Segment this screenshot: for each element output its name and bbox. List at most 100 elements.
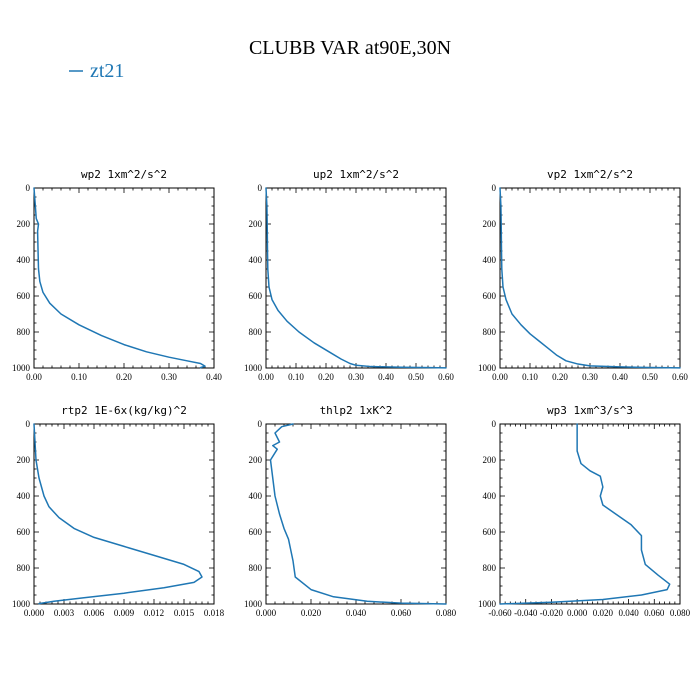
x-tick-label: 0.000 xyxy=(567,608,588,618)
x-tick-label: 0.00 xyxy=(26,372,42,382)
x-tick-label: 0.30 xyxy=(582,372,598,382)
y-tick-label: 0 xyxy=(492,419,497,429)
y-tick-label: 1000 xyxy=(12,599,31,609)
x-tick-label: 0.40 xyxy=(206,372,222,382)
panel-4: rtp2 1E-6x(kg/kg)^2 0.000 0.003 0.006 0.009 0… xyxy=(12,404,225,618)
series-line-zt21 xyxy=(499,423,671,605)
y-tick-label: 0 xyxy=(492,183,497,193)
panel-title: wp2 1xm^2/s^2 xyxy=(81,168,167,181)
x-tick-label: -0.060 xyxy=(488,608,512,618)
y-tick-label: 200 xyxy=(249,219,263,229)
x-tick-label: -0.020 xyxy=(540,608,564,618)
y-tick-label: 600 xyxy=(483,527,497,537)
y-tick-label: 400 xyxy=(249,255,263,265)
plot-frame xyxy=(33,423,215,605)
panel-title: rtp2 1E-6x(kg/kg)^2 xyxy=(61,404,187,417)
y-tick-label: 0 xyxy=(26,419,31,429)
y-tick-label: 400 xyxy=(17,255,31,265)
panels: wp2 1xm^2/s^2 0.00 0.10 0.20 0.30 0.40 0 200 400… xyxy=(12,168,691,618)
y-tick-label: 800 xyxy=(17,563,31,573)
x-tick-label: 0.50 xyxy=(408,372,424,382)
plot-frame xyxy=(499,423,681,605)
y-tick-label: 200 xyxy=(483,455,497,465)
y-tick-label: 800 xyxy=(249,563,263,573)
y-tick-label: 600 xyxy=(17,527,31,537)
x-tick-label: 0.40 xyxy=(612,372,628,382)
x-tick-label: 0.040 xyxy=(346,608,367,618)
x-tick-label: 0.60 xyxy=(438,372,454,382)
x-tick-label: 0.080 xyxy=(670,608,691,618)
panel-title: thlp2 1xK^2 xyxy=(320,404,393,417)
x-tick-label: 0.20 xyxy=(318,372,334,382)
y-tick-label: 800 xyxy=(483,327,497,337)
x-tick-label: 0.10 xyxy=(71,372,87,382)
x-tick-label: 0.015 xyxy=(174,608,195,618)
x-tick-label: 0.020 xyxy=(301,608,322,618)
x-tick-label: 0.012 xyxy=(144,608,164,618)
y-tick-label: 600 xyxy=(249,291,263,301)
y-tick-label: 400 xyxy=(483,255,497,265)
panel-5: thlp2 1xK^2 0.000 0.020 0.040 0.060 0.080 0 200… xyxy=(244,404,457,618)
x-tick-label: 0.50 xyxy=(642,372,658,382)
x-tick-label: 0.40 xyxy=(378,372,394,382)
legend-label: zt21 xyxy=(90,60,124,82)
series-line-zt21 xyxy=(33,187,206,369)
series-line-zt21 xyxy=(499,187,681,369)
x-tick-label: 0.000 xyxy=(256,608,277,618)
y-tick-label: 1000 xyxy=(244,599,263,609)
y-tick-label: 1000 xyxy=(244,363,263,373)
legend: zt21 xyxy=(69,60,124,82)
plot-frame xyxy=(265,187,447,369)
y-tick-label: 400 xyxy=(483,491,497,501)
x-tick-label: 0.30 xyxy=(348,372,364,382)
x-tick-label: 0.080 xyxy=(436,608,457,618)
x-tick-label: 0.20 xyxy=(552,372,568,382)
x-tick-label: 0.040 xyxy=(618,608,639,618)
y-tick-label: 200 xyxy=(17,455,31,465)
y-tick-label: 400 xyxy=(17,491,31,501)
x-tick-label: 0.003 xyxy=(54,608,75,618)
x-tick-label: 0.00 xyxy=(492,372,508,382)
series-line-zt21 xyxy=(269,423,447,605)
panel-title: vp2 1xm^2/s^2 xyxy=(547,168,633,181)
x-tick-label: 0.30 xyxy=(161,372,177,382)
panel-title: up2 1xm^2/s^2 xyxy=(313,168,399,181)
y-tick-label: 0 xyxy=(258,419,263,429)
x-tick-label: 0.020 xyxy=(593,608,614,618)
figure-title: CLUBB VAR at90E,30N xyxy=(249,37,451,59)
plot-frame xyxy=(33,187,215,369)
x-tick-label: 0.018 xyxy=(204,608,225,618)
panel-title: wp3 1xm^3/s^3 xyxy=(547,404,633,417)
y-tick-label: 600 xyxy=(17,291,31,301)
panel-2: up2 1xm^2/s^2 0.00 0.10 0.20 0.30 0.40 0.50 0.6… xyxy=(244,168,454,382)
x-tick-label: -0.040 xyxy=(514,608,538,618)
x-tick-label: 0.10 xyxy=(522,372,538,382)
x-tick-label: 0.00 xyxy=(258,372,274,382)
y-tick-label: 200 xyxy=(249,455,263,465)
x-tick-label: 0.000 xyxy=(24,608,45,618)
y-tick-label: 200 xyxy=(17,219,31,229)
y-tick-label: 600 xyxy=(483,291,497,301)
x-tick-label: 0.060 xyxy=(644,608,665,618)
series-line-zt21 xyxy=(33,423,203,605)
x-tick-label: 0.060 xyxy=(391,608,412,618)
y-tick-label: 0 xyxy=(258,183,263,193)
y-tick-label: 1000 xyxy=(478,363,497,373)
plot-frame xyxy=(499,187,681,369)
x-tick-label: 0.009 xyxy=(114,608,135,618)
y-tick-label: 600 xyxy=(249,527,263,537)
y-tick-label: 800 xyxy=(483,563,497,573)
y-tick-label: 200 xyxy=(483,219,497,229)
panel-3: vp2 1xm^2/s^2 0.00 0.10 0.20 0.30 0.40 0.50 0.6… xyxy=(478,168,688,382)
x-tick-label: 0.20 xyxy=(116,372,132,382)
x-tick-label: 0.60 xyxy=(672,372,688,382)
panel-6: wp3 1xm^3/s^3 -0.060 -0.040 -0.020 0.000 0.02… xyxy=(478,404,691,618)
x-tick-label: 0.006 xyxy=(84,608,105,618)
plot-frame xyxy=(265,423,447,605)
y-tick-label: 800 xyxy=(17,327,31,337)
y-tick-label: 800 xyxy=(249,327,263,337)
y-tick-label: 400 xyxy=(249,491,263,501)
series-line-zt21 xyxy=(265,187,447,369)
x-tick-label: 0.10 xyxy=(288,372,304,382)
